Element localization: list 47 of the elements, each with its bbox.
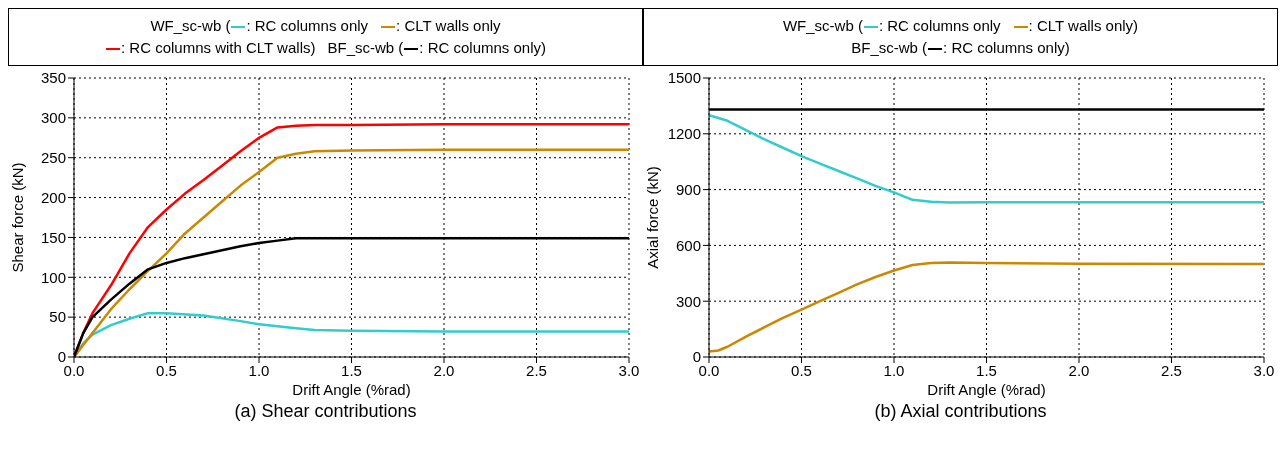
y-tick-label: 300 xyxy=(675,292,701,310)
y-tick-label: 0 xyxy=(692,348,701,366)
y-tick-label: 900 xyxy=(675,180,701,198)
x-tick-label: 3.0 xyxy=(1253,361,1275,379)
legend-label: : RC columns only xyxy=(246,17,369,34)
x-tick-label: 1.0 xyxy=(248,361,270,379)
x-tick-label: 2.5 xyxy=(526,361,547,379)
legend-label: : RC columns only) xyxy=(419,39,547,56)
x-tick-label: 0.5 xyxy=(156,361,177,379)
legend-label: : CLT walls only) xyxy=(1028,17,1139,34)
x-axis-title: Drift Angle (%rad) xyxy=(927,381,1046,398)
x-tick-label: 3.0 xyxy=(618,361,640,379)
legend-label: : RC columns with CLT walls) xyxy=(120,39,316,56)
x-tick-label: 1.0 xyxy=(883,361,905,379)
x-tick-label: 2.0 xyxy=(1068,361,1090,379)
y-tick-label: 1500 xyxy=(667,69,701,87)
y-tick-label: 100 xyxy=(40,268,66,286)
legend-label: : RC columns only xyxy=(878,17,1001,34)
legend-label: : RC columns only) xyxy=(943,39,1070,56)
y-tick-label: 50 xyxy=(49,308,66,326)
line-series xyxy=(709,261,1264,353)
x-tick-label: 0.0 xyxy=(63,361,85,379)
y-tick-label: 200 xyxy=(40,188,66,206)
legend-label: : CLT walls only xyxy=(396,17,501,34)
text: WF_sc-wb ( xyxy=(150,17,231,34)
y-tick-label: 350 xyxy=(40,69,66,87)
x-tick-label: 0.5 xyxy=(791,361,812,379)
text: BF_sc-wb ( xyxy=(327,39,404,56)
y-axis-title: Axial force (kN) xyxy=(644,166,662,269)
y-tick-label: 250 xyxy=(40,149,66,167)
x-tick-label: 2.0 xyxy=(433,361,455,379)
line-series xyxy=(709,113,1264,204)
y-axis-title: Shear force (kN) xyxy=(9,162,27,273)
y-tick-label: 600 xyxy=(675,236,701,254)
text: BF_sc-wb ( xyxy=(851,39,928,56)
y-tick-label: 1200 xyxy=(667,125,701,143)
y-tick-label: 150 xyxy=(40,228,66,246)
x-tick-label: 1.5 xyxy=(341,361,362,379)
x-tick-label: 0.0 xyxy=(698,361,720,379)
text: WF_sc-wb ( xyxy=(782,17,863,34)
text: (b) Axial contributions xyxy=(873,401,1048,422)
y-tick-label: 300 xyxy=(40,109,66,127)
x-axis-title: Drift Angle (%rad) xyxy=(292,381,411,398)
text: (a) Shear contributions xyxy=(233,401,418,422)
x-tick-label: 2.5 xyxy=(1161,361,1182,379)
x-tick-label: 1.5 xyxy=(976,361,997,379)
y-tick-label: 0 xyxy=(57,348,66,366)
